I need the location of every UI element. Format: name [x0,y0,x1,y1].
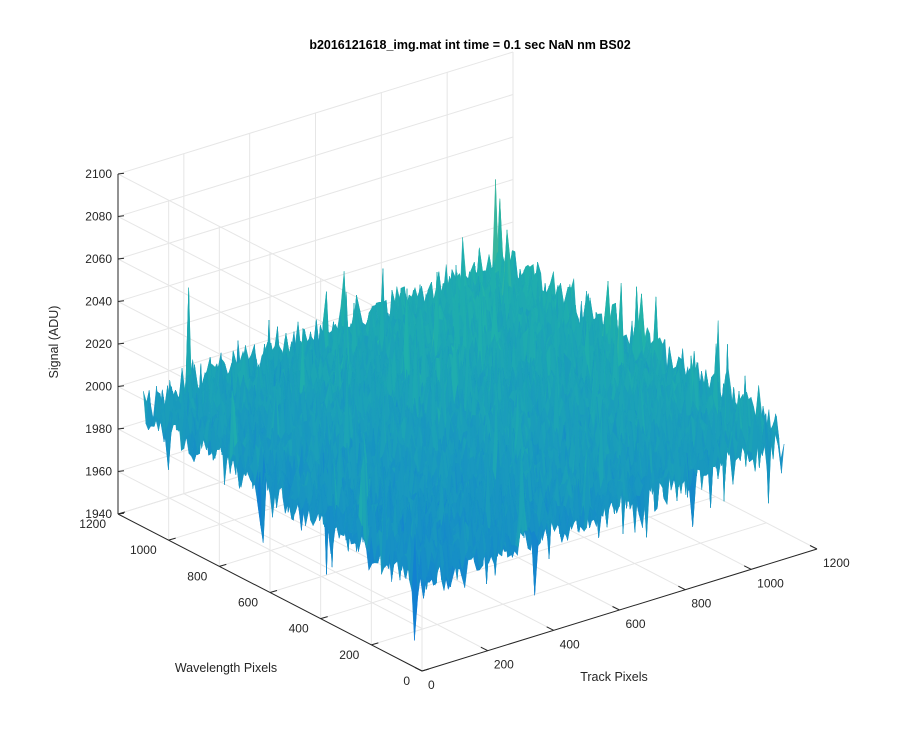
grid-line [117,94,514,217]
grid-line [117,51,514,175]
grid-line [117,471,423,629]
grid-line [320,496,716,620]
grid-line [371,522,767,646]
grid-line [117,136,514,260]
grid-line [117,179,514,302]
grid-line [117,221,514,345]
grid-line [117,173,423,332]
surface-layer [143,179,785,641]
